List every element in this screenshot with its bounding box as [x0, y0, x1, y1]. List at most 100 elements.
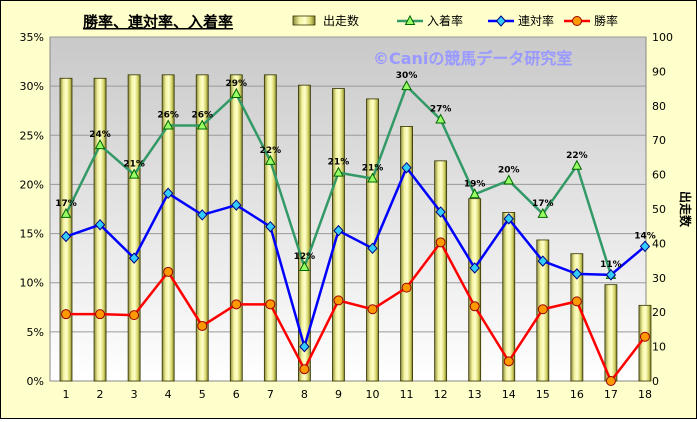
diamond-marker [503, 213, 514, 225]
diamond-marker [401, 161, 412, 174]
data-label: 30% [396, 71, 418, 81]
x-tick-label: 17 [604, 388, 618, 401]
diamond-marker [231, 199, 242, 211]
y-tick-label: 0% [27, 375, 44, 388]
y-tick-label: 25% [20, 129, 44, 142]
y2-tick-label: 80 [652, 100, 666, 113]
diamond-marker [128, 252, 140, 264]
circle-marker [469, 301, 480, 312]
x-tick-label: 9 [335, 388, 342, 401]
y2-tick-label: 20 [652, 306, 666, 319]
y2-tick-label: 90 [652, 65, 666, 78]
legend-swatch [292, 15, 316, 26]
x-tick-label: 1 [63, 388, 70, 401]
diamond-marker [495, 15, 507, 27]
data-label: 19% [464, 179, 486, 189]
diamond-marker [299, 340, 310, 353]
triangle-marker [94, 139, 106, 150]
triangle-marker [367, 172, 378, 183]
diamond-marker [94, 218, 106, 231]
diamond-marker [197, 209, 208, 221]
y-tick-label: 20% [20, 178, 44, 191]
circle-marker [61, 309, 71, 320]
x-tick-label: 14 [502, 388, 516, 401]
legend-label: 出走数 [323, 13, 359, 28]
circle-marker [129, 310, 140, 321]
x-tick-label: 16 [570, 388, 584, 401]
circle-marker [435, 237, 446, 248]
circle-marker [401, 282, 412, 293]
y-tick-label: 15% [20, 228, 44, 241]
y-tick-label: 5% [27, 326, 44, 339]
bar [229, 74, 243, 382]
bar [297, 84, 311, 382]
legend: 出走数 入着率 連対率 勝率 [292, 13, 618, 28]
data-label: 17% [55, 199, 77, 209]
circle-marker [265, 299, 276, 310]
diamond-marker [435, 206, 446, 218]
triangle-marker [503, 174, 515, 185]
legend-label: 連対率 [518, 13, 554, 28]
y2-tick-label: 100 [652, 31, 673, 44]
triangle-marker [571, 159, 583, 170]
y2-tick-label: 70 [652, 134, 666, 147]
data-label: 24% [89, 130, 111, 140]
circle-marker [537, 304, 548, 315]
x-tick-label: 13 [468, 388, 482, 401]
diamond-marker [162, 187, 174, 200]
legend-label: 入着率 [427, 13, 463, 28]
x-tick-label: 18 [638, 388, 652, 401]
chart-title: 勝率、連対率、入着率 [83, 13, 233, 31]
y2-tick-label: 40 [652, 237, 666, 250]
data-label: 29% [226, 79, 248, 89]
data-label: 22% [260, 146, 282, 156]
circle-marker [503, 356, 514, 367]
y-tick-label: 10% [20, 277, 44, 290]
x-tick-label: 4 [165, 388, 172, 401]
y2-tick-label: 60 [652, 169, 666, 182]
x-tick-label: 6 [233, 388, 240, 401]
circle-marker [163, 266, 174, 277]
triangle-marker [469, 188, 481, 199]
circle-marker [231, 299, 242, 310]
diamond-marker [571, 268, 583, 280]
series-line [65, 165, 646, 352]
diamond-marker [639, 240, 651, 253]
bar [127, 74, 141, 382]
x-tick-label: 11 [400, 388, 414, 401]
triangle-marker [333, 166, 344, 177]
y2-tick-label: 50 [652, 203, 666, 216]
data-label: 17% [532, 199, 554, 209]
triangle-marker [299, 260, 310, 271]
data-label: 27% [430, 105, 452, 115]
y-tick-label: 30% [20, 80, 44, 93]
diamond-marker [60, 230, 72, 243]
data-label: 22% [566, 151, 588, 161]
triangle-marker [401, 80, 412, 91]
y-tick-label: 35% [20, 31, 44, 44]
triangle-marker [404, 14, 416, 25]
triangle-marker [537, 207, 549, 218]
diamond-marker [537, 255, 548, 267]
circle-marker [571, 296, 582, 307]
bar [59, 77, 73, 382]
circle-marker [299, 364, 310, 375]
x-tick-label: 8 [301, 388, 308, 401]
triangle-marker [435, 113, 446, 124]
bar [161, 74, 175, 382]
y2-tick-label: 10 [652, 341, 666, 354]
circle-marker [95, 309, 106, 320]
circle-marker [605, 376, 616, 386]
triangle-marker [128, 168, 140, 179]
data-label: 12% [294, 252, 316, 262]
circle-marker [572, 16, 582, 26]
circle-marker [333, 295, 344, 306]
axes: 0% 5% 10% 15% 20% 25% 30% 35% 0 10 20 30 40 50 60 70 80 9… [20, 31, 673, 401]
legend-label: 勝率 [594, 13, 618, 28]
x-tick-label: 2 [97, 388, 104, 401]
bar [400, 126, 413, 382]
bar [468, 198, 482, 382]
bar [195, 74, 209, 382]
